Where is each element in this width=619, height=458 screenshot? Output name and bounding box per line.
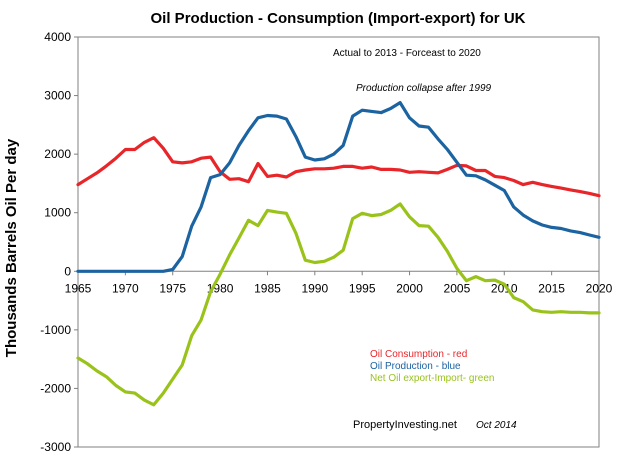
x-tick-label: 1995 bbox=[349, 281, 376, 295]
collapse-note: Production collapse after 1999 bbox=[356, 83, 492, 94]
x-tick-label: 1990 bbox=[301, 281, 328, 295]
y-axis-label: Thousands Barrels Oil Per day bbox=[3, 138, 20, 357]
series-line-consumption bbox=[76, 136, 601, 198]
y-tick-label: -3000 bbox=[40, 440, 71, 454]
y-tick-label: 4000 bbox=[44, 30, 71, 44]
data-series bbox=[76, 100, 601, 407]
legend-entry: Net Oil export-Import- green bbox=[370, 373, 495, 384]
y-tick-label: -1000 bbox=[40, 323, 71, 337]
x-tick-label: 2020 bbox=[586, 281, 613, 295]
y-tick-label: -2000 bbox=[40, 381, 71, 395]
x-tick-label: 2000 bbox=[396, 281, 423, 295]
y-tick-label: 2000 bbox=[44, 147, 71, 161]
x-tick-label: 1985 bbox=[254, 281, 281, 295]
x-axis-ticks: 1965 1970 1975 1980 1985 1990 1995 2000 2005 2010… bbox=[65, 271, 613, 295]
y-tick-label: 3000 bbox=[44, 89, 71, 103]
x-tick-label: 2015 bbox=[538, 281, 565, 295]
x-tick-label: 1970 bbox=[112, 281, 139, 295]
y-tick-label: 1000 bbox=[44, 206, 71, 220]
credit-date: Oct 2014 bbox=[476, 420, 517, 431]
x-tick-label: 2005 bbox=[444, 281, 471, 295]
y-axis-ticks: 4000 3000 2000 1000 0 -1000 -2000 -3000 bbox=[40, 30, 78, 454]
credit-text: PropertyInvesting.net bbox=[353, 419, 457, 431]
chart-title: Oil Production - Consumption (Import-exp… bbox=[151, 10, 526, 27]
series-line-production bbox=[76, 100, 601, 273]
x-tick-label: 1975 bbox=[159, 281, 186, 295]
x-tick-label: 1965 bbox=[65, 281, 92, 295]
subtitle-note: Actual to 2013 - Forceast to 2020 bbox=[333, 48, 481, 59]
y-tick-label: 0 bbox=[64, 264, 71, 278]
series-line-net bbox=[76, 202, 601, 407]
legend-entry: Oil Consumption - red bbox=[370, 349, 467, 360]
legend-entry: Oil Production - blue bbox=[370, 361, 461, 372]
plot-area bbox=[77, 36, 600, 448]
